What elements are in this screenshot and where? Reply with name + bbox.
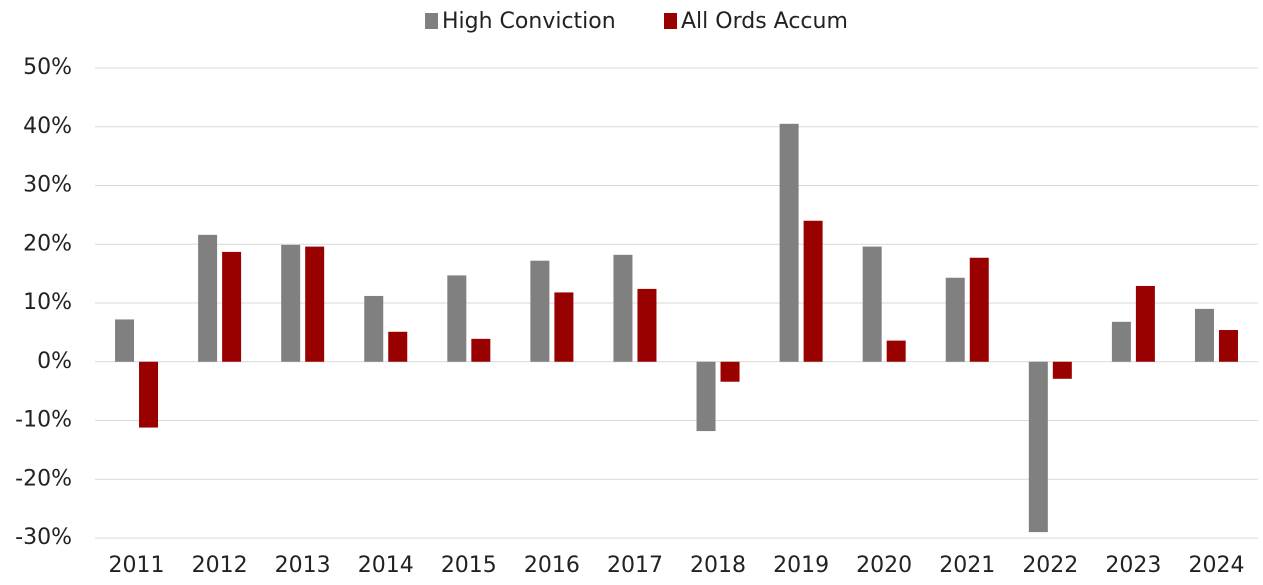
- bar: [471, 338, 491, 362]
- x-tick-label: 2018: [690, 553, 746, 578]
- bar: [1111, 321, 1131, 362]
- bar: [637, 288, 657, 362]
- x-tick-label: 2012: [192, 553, 248, 578]
- bar: [1028, 361, 1048, 533]
- x-tick-label: 2019: [773, 553, 829, 578]
- x-tick-label: 2020: [856, 553, 912, 578]
- x-tick-label: 2015: [441, 553, 497, 578]
- bar: [886, 340, 906, 362]
- bar: [696, 361, 716, 432]
- bar: [305, 246, 325, 362]
- bar: [803, 220, 823, 362]
- bar: [945, 277, 965, 362]
- bar: [281, 244, 301, 362]
- bar: [779, 123, 799, 362]
- bar: [530, 260, 550, 362]
- y-tick-label: 10%: [23, 290, 72, 315]
- y-tick-label: 50%: [23, 55, 72, 80]
- bar: [969, 257, 989, 362]
- bar: [115, 319, 135, 362]
- legend-label: High Conviction: [442, 9, 616, 34]
- legend-swatch: [664, 13, 677, 29]
- x-tick-label: 2014: [358, 553, 414, 578]
- x-tick-label: 2021: [939, 553, 995, 578]
- x-tick-label: 2022: [1022, 553, 1078, 578]
- y-tick-label: -30%: [15, 525, 72, 550]
- legend-label: All Ords Accum: [681, 9, 848, 34]
- bar: [1052, 361, 1072, 379]
- y-tick-label: -20%: [15, 466, 72, 491]
- x-tick-label: 2023: [1105, 553, 1161, 578]
- y-tick-label: 20%: [23, 231, 72, 256]
- bar: [447, 275, 467, 362]
- bar: [1135, 285, 1155, 362]
- bar: [364, 295, 384, 362]
- y-tick-label: 0%: [37, 349, 72, 374]
- legend-swatch: [425, 13, 438, 29]
- bar: [139, 361, 159, 428]
- bar: [1218, 330, 1238, 362]
- x-tick-label: 2024: [1188, 553, 1244, 578]
- y-tick-label: 30%: [23, 173, 72, 198]
- bar: [613, 254, 633, 362]
- bar: [862, 246, 882, 362]
- x-tick-label: 2013: [275, 553, 331, 578]
- bar: [198, 234, 218, 362]
- x-tick-label: 2011: [109, 553, 165, 578]
- x-tick-label: 2017: [607, 553, 663, 578]
- bar: [554, 292, 574, 362]
- bar: [222, 251, 242, 362]
- bar: [388, 331, 408, 362]
- bar: [720, 361, 740, 382]
- x-tick-label: 2016: [524, 553, 580, 578]
- y-tick-label: -10%: [15, 408, 72, 433]
- y-tick-label: 40%: [23, 114, 72, 139]
- bar: [1194, 308, 1214, 362]
